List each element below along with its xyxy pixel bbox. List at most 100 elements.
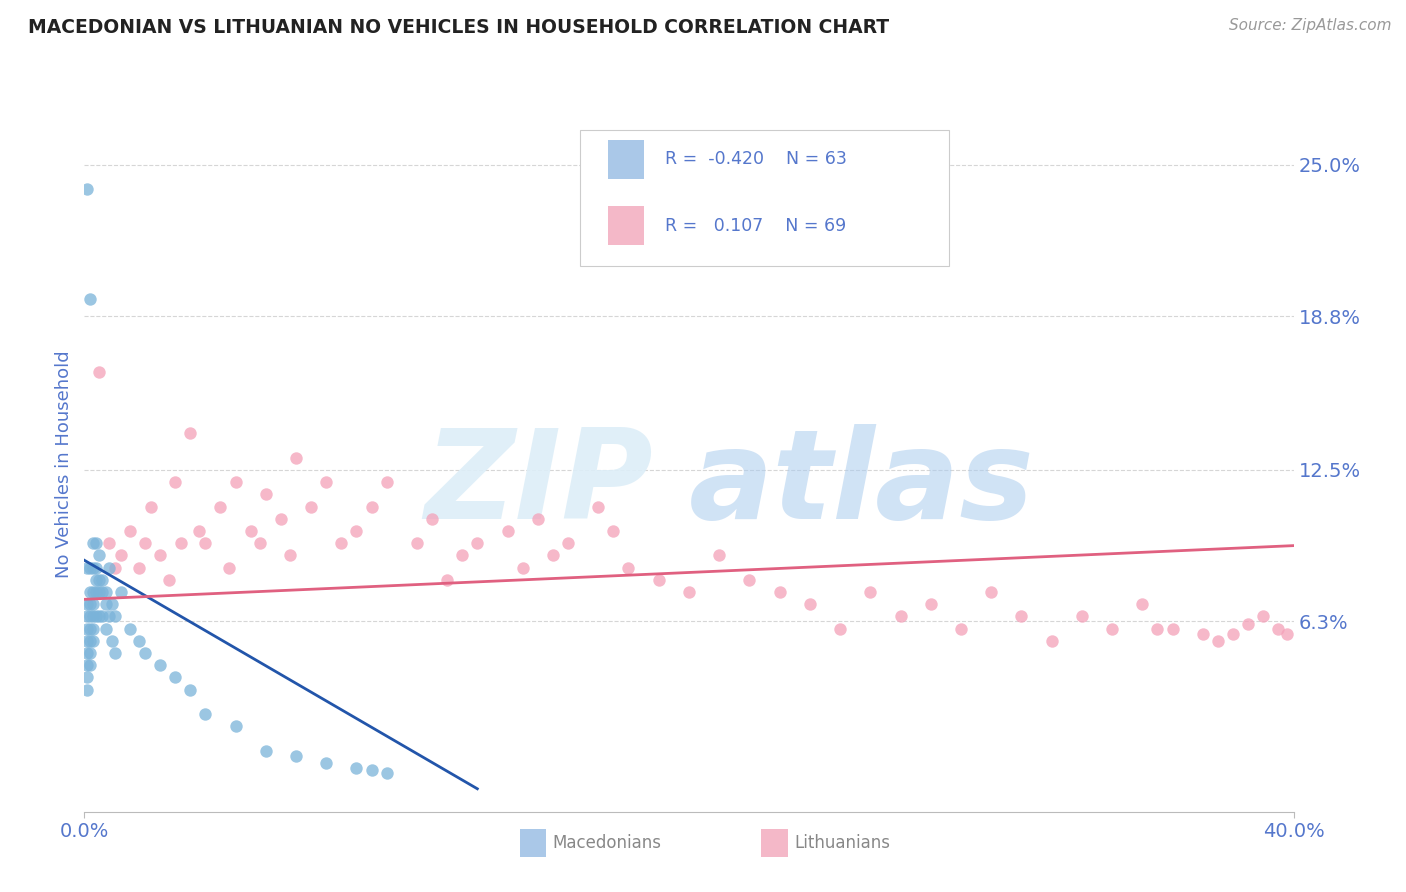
Point	[134, 536, 156, 550]
Point	[526, 512, 548, 526]
Point	[118, 622, 141, 636]
Y-axis label: No Vehicles in Household: No Vehicles in Household	[55, 350, 73, 578]
Point	[179, 426, 201, 441]
Point	[82, 585, 104, 599]
Point	[451, 549, 474, 563]
Point	[769, 585, 792, 599]
Point	[1237, 616, 1260, 631]
Point	[1161, 622, 1184, 636]
Text: ZIP: ZIP	[425, 425, 652, 545]
Point	[89, 365, 111, 379]
Point	[82, 597, 104, 611]
Text: R =  -0.420    N = 63: R = -0.420 N = 63	[665, 151, 846, 169]
Point	[79, 597, 101, 611]
Point	[94, 597, 117, 611]
Point	[97, 609, 120, 624]
Point	[100, 597, 122, 611]
Point	[163, 670, 186, 684]
Point	[79, 560, 101, 574]
Bar	[607, 140, 644, 178]
Point	[209, 500, 232, 514]
Point	[79, 633, 101, 648]
Point	[830, 622, 852, 636]
Point	[139, 500, 162, 514]
Point	[82, 622, 104, 636]
Point	[86, 585, 108, 599]
Point	[647, 573, 671, 587]
Point	[79, 292, 101, 306]
Point	[557, 536, 579, 550]
Point	[76, 597, 98, 611]
Point	[315, 756, 337, 770]
Point	[375, 475, 398, 490]
Point	[330, 536, 353, 550]
Point	[79, 646, 101, 660]
Point	[1206, 633, 1229, 648]
Point	[1130, 597, 1153, 611]
Point	[149, 658, 172, 673]
Point	[100, 633, 122, 648]
Point	[76, 682, 98, 697]
Point	[104, 609, 127, 624]
Point	[110, 549, 132, 563]
Point	[76, 646, 98, 660]
Point	[76, 609, 98, 624]
Text: MACEDONIAN VS LITHUANIAN NO VEHICLES IN HOUSEHOLD CORRELATION CHART: MACEDONIAN VS LITHUANIAN NO VEHICLES IN …	[28, 18, 889, 37]
Point	[104, 560, 127, 574]
Point	[406, 536, 429, 550]
Point	[360, 763, 382, 777]
Point	[97, 536, 120, 550]
Point	[436, 573, 458, 587]
Text: R =   0.107    N = 69: R = 0.107 N = 69	[665, 217, 846, 235]
Point	[91, 585, 114, 599]
Point	[89, 609, 111, 624]
Point	[118, 524, 141, 538]
Point	[270, 512, 292, 526]
Point	[1010, 609, 1032, 624]
Point	[79, 622, 101, 636]
Bar	[762, 830, 789, 857]
Point	[617, 560, 640, 574]
Point	[110, 585, 132, 599]
Point	[346, 761, 368, 775]
Point	[1251, 609, 1274, 624]
Point	[194, 707, 217, 722]
Point	[1071, 609, 1094, 624]
Point	[79, 658, 101, 673]
Point	[76, 670, 98, 684]
Point	[104, 646, 127, 660]
Point	[89, 573, 111, 587]
Point	[284, 748, 308, 763]
Point	[254, 487, 277, 501]
Point	[76, 633, 98, 648]
Point	[420, 512, 443, 526]
Point	[194, 536, 217, 550]
Point	[375, 765, 398, 780]
Point	[82, 633, 104, 648]
Text: Source: ZipAtlas.com: Source: ZipAtlas.com	[1229, 18, 1392, 33]
Point	[678, 585, 700, 599]
Point	[249, 536, 271, 550]
Point	[1191, 626, 1213, 640]
Point	[315, 475, 337, 490]
Point	[239, 524, 262, 538]
Point	[188, 524, 211, 538]
Point	[134, 646, 156, 660]
Point	[602, 524, 624, 538]
Point	[128, 560, 150, 574]
Point	[299, 500, 322, 514]
Point	[97, 560, 120, 574]
Point	[512, 560, 534, 574]
Point	[128, 633, 150, 648]
Point	[1146, 622, 1168, 636]
Point	[170, 536, 193, 550]
Point	[179, 682, 201, 697]
Point	[79, 609, 101, 624]
Point	[1267, 622, 1289, 636]
Point	[91, 609, 114, 624]
Point	[94, 622, 117, 636]
Text: Macedonians: Macedonians	[553, 834, 661, 852]
Point	[1040, 633, 1063, 648]
Point	[91, 573, 114, 587]
Point	[94, 585, 117, 599]
